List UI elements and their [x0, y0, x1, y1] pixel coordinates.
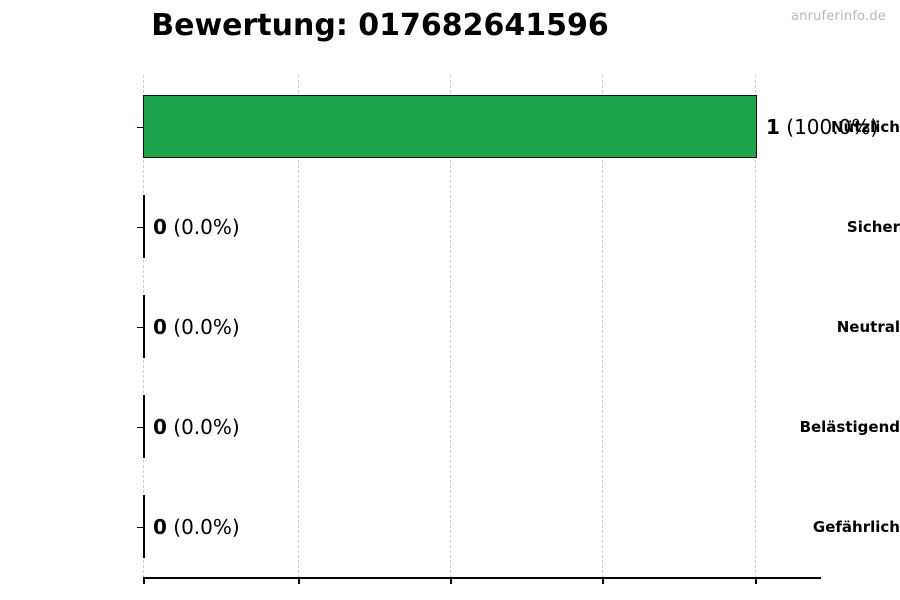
ytick-label-nuetzlich: Nützlich: [831, 118, 900, 136]
ytick-label-gefaehrlich: Gefährlich: [812, 518, 900, 536]
ytick-nuetzlich: [137, 127, 143, 128]
bar-value-label-nuetzlich: 1 (100.0%): [766, 115, 878, 139]
ytick-label-belaestigend: Belästigend: [799, 418, 900, 436]
xtick-1: [298, 578, 300, 584]
bar-value-percent-nuetzlich: (100.0%): [786, 115, 879, 139]
bar-value-label-sicher: 0 (0.0%): [153, 215, 240, 239]
bar-value-count-sicher: 0: [153, 215, 167, 239]
bar-value-percent-neutral: (0.0%): [173, 315, 240, 339]
ytick-belaestigend: [137, 427, 143, 428]
xtick-3: [602, 578, 604, 584]
page-title: Bewertung: 017682641596: [151, 8, 609, 43]
ytick-gefaehrlich: [137, 527, 143, 528]
bar-value-percent-gefaehrlich: (0.0%): [173, 515, 240, 539]
bar-value-percent-sicher: (0.0%): [173, 215, 240, 239]
gridline-x-2: [450, 75, 451, 578]
ytick-label-neutral: Neutral: [836, 318, 900, 336]
xtick-0: [143, 578, 145, 584]
gridline-x-1: [298, 75, 299, 578]
ytick-sicher: [137, 227, 143, 228]
bar-neutral: [143, 295, 145, 358]
bar-belaestigend: [143, 395, 145, 458]
gridline-x-4: [755, 75, 756, 578]
bar-nuetzlich: [143, 95, 757, 158]
bar-value-count-neutral: 0: [153, 315, 167, 339]
ytick-neutral: [137, 327, 143, 328]
ytick-label-sicher: Sicher: [846, 218, 900, 236]
bar-value-label-gefaehrlich: 0 (0.0%): [153, 515, 240, 539]
bar-value-label-neutral: 0 (0.0%): [153, 315, 240, 339]
bar-value-count-nuetzlich: 1: [766, 115, 780, 139]
bar-gefaehrlich: [143, 495, 145, 558]
gridline-x-3: [602, 75, 603, 578]
bar-value-count-belaestigend: 0: [153, 415, 167, 439]
bar-sicher: [143, 195, 145, 258]
site-watermark: anruferinfo.de: [790, 9, 886, 24]
xtick-2: [450, 578, 452, 584]
bar-value-label-belaestigend: 0 (0.0%): [153, 415, 240, 439]
xtick-4: [755, 578, 757, 584]
x-axis-line: [143, 577, 821, 579]
bar-value-percent-belaestigend: (0.0%): [173, 415, 240, 439]
bar-value-count-gefaehrlich: 0: [153, 515, 167, 539]
